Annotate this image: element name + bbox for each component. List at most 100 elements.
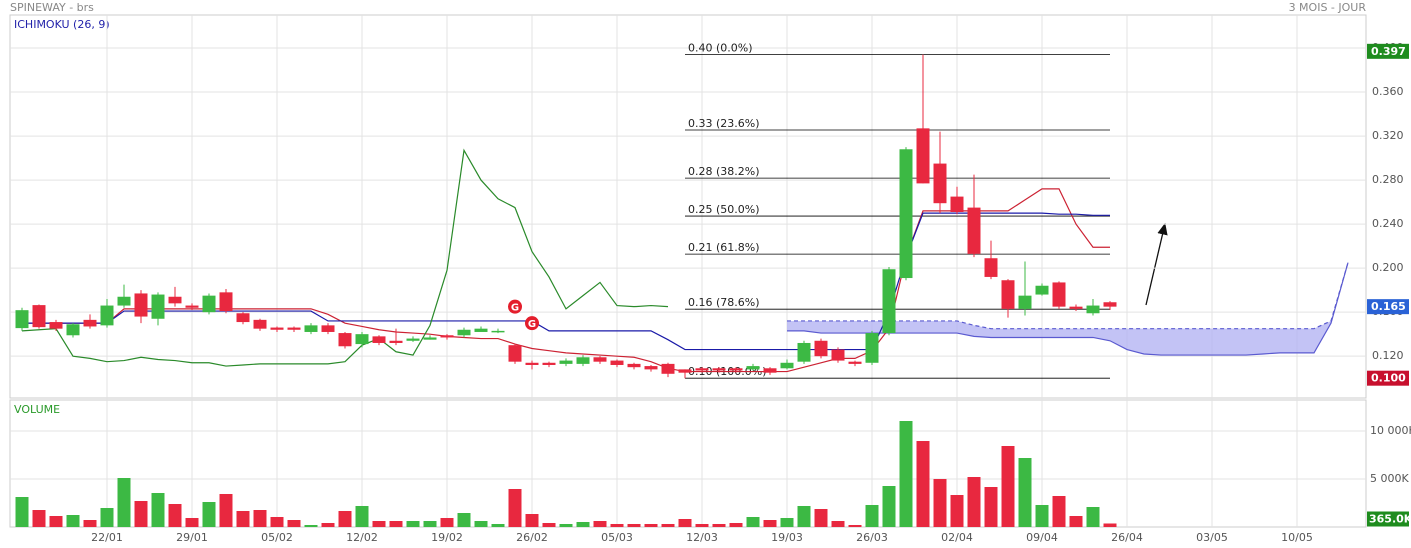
candle-body: [882, 269, 896, 334]
candle-body: [967, 207, 981, 254]
price-box: [1367, 299, 1409, 315]
volume-bar: [321, 522, 335, 527]
volume-bar: [1103, 523, 1117, 527]
candle-body: [627, 363, 641, 368]
candle-body: [270, 327, 284, 330]
volume-bar: [746, 516, 760, 527]
indicator-label: ICHIMOKU (26, 9): [14, 18, 110, 31]
volume-bar: [967, 477, 981, 527]
volume-bar: [168, 503, 182, 527]
y-tick-label: 0.280: [1372, 173, 1404, 186]
candle-body: [933, 163, 947, 204]
volume-box: [1367, 511, 1409, 527]
candle-body: [287, 327, 301, 330]
candle-body: [780, 362, 794, 369]
y-tick-label: 5 000K: [1370, 472, 1409, 485]
candle-body: [865, 333, 879, 363]
volume-bar: [593, 521, 607, 527]
candle-body: [610, 360, 624, 365]
candle-body: [1001, 280, 1015, 309]
candle-body: [712, 368, 726, 371]
candle-body: [202, 295, 216, 313]
volume-bar: [695, 523, 709, 527]
signal-label: G: [511, 303, 519, 314]
volume-bar: [780, 517, 794, 527]
fib-label: 0.40 (0.0%): [688, 42, 753, 55]
candle-body: [1035, 285, 1049, 295]
candle-body: [66, 324, 80, 336]
volume-bar: [32, 510, 46, 527]
candle-body: [525, 362, 539, 365]
fib-label: 0.33 (23.6%): [688, 117, 760, 130]
candle-body: [32, 305, 46, 328]
candle-body: [661, 363, 675, 374]
candle-body: [321, 325, 335, 332]
candle-body: [372, 336, 386, 343]
candle-body: [219, 292, 233, 312]
volume-bar: [831, 521, 845, 527]
volume-bar: [508, 489, 522, 527]
x-tick-label: 26/04: [1111, 531, 1143, 544]
candle-body: [83, 319, 97, 327]
candle-body: [950, 196, 964, 213]
candle-body: [134, 293, 148, 317]
price-box-label: 0.165: [1371, 300, 1406, 313]
signal-label: G: [528, 319, 536, 330]
x-tick-label: 26/03: [856, 531, 888, 544]
y-tick-label: 0.360: [1372, 85, 1404, 98]
volume-title: VOLUME: [14, 403, 60, 416]
candle-body: [644, 366, 658, 370]
volume-bar: [916, 441, 930, 527]
volume-bar: [202, 502, 216, 527]
x-tick-label: 19/02: [431, 531, 463, 544]
candle-body: [355, 334, 369, 345]
volume-bar: [712, 523, 726, 527]
x-tick-label: 10/05: [1281, 531, 1313, 544]
volume-bar: [372, 521, 386, 527]
x-tick-label: 22/01: [91, 531, 123, 544]
period: 3 MOIS - JOUR: [1289, 1, 1367, 14]
candle-body: [253, 319, 267, 329]
x-tick-label: 03/05: [1196, 531, 1228, 544]
volume-bar: [270, 516, 284, 527]
candle-body: [474, 328, 488, 332]
ichimoku-line: [21, 148, 669, 367]
volume-bar: [542, 522, 556, 527]
volume-bar: [338, 510, 352, 527]
volume-bar: [151, 492, 165, 527]
price-box-label: 0.397: [1371, 45, 1406, 58]
y-tick-label: 0.120: [1372, 349, 1404, 362]
candle-body: [746, 366, 760, 370]
x-tick-label: 19/03: [771, 531, 803, 544]
x-tick-label: 29/01: [176, 531, 208, 544]
volume-bar: [83, 520, 97, 527]
candle-body: [100, 305, 114, 326]
volume-bar: [729, 522, 743, 527]
y-tick-label: 10 000K: [1370, 424, 1411, 437]
cloud-upper: [787, 262, 1349, 330]
volume-bar: [644, 523, 658, 527]
candle-body: [1052, 282, 1066, 307]
candle-body: [797, 342, 811, 362]
volume-bar: [236, 510, 250, 527]
candle-body: [678, 369, 692, 373]
x-tick-label: 05/03: [601, 531, 633, 544]
y-tick-label: 0.240: [1372, 217, 1404, 230]
volume-bar: [440, 517, 454, 527]
volume-bar: [474, 521, 488, 527]
x-tick-label: 05/02: [261, 531, 293, 544]
price-box-label: 0.100: [1371, 372, 1406, 385]
volume-bar: [950, 495, 964, 527]
volume-bar: [1086, 507, 1100, 527]
volume-bar: [457, 513, 471, 527]
candle-body: [304, 325, 318, 332]
candle-body: [15, 310, 29, 329]
y-tick-label: 0.200: [1372, 261, 1404, 274]
candle-body: [423, 337, 437, 340]
candle-body: [406, 338, 420, 341]
volume-bar: [627, 523, 641, 527]
volume-bar: [100, 508, 114, 527]
volume-bar: [576, 521, 590, 527]
volume-bar: [1001, 446, 1015, 527]
